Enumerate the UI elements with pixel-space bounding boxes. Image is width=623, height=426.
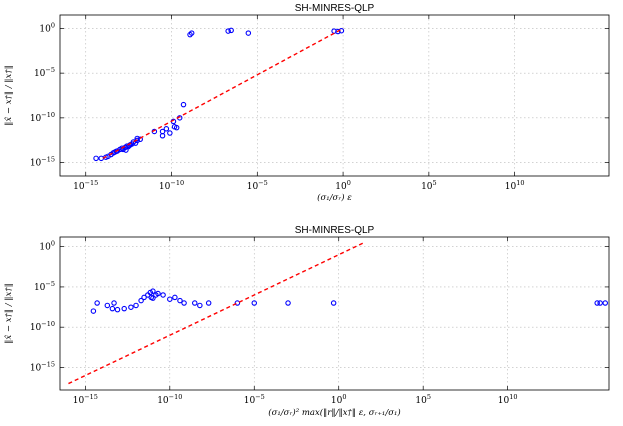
data-point [138, 297, 144, 304]
y-tick-label: 100 [39, 240, 55, 253]
reference-dashed-line [68, 242, 364, 385]
data-point [111, 300, 117, 306]
x-tick-label: 10−10 [157, 393, 182, 406]
data-point [251, 300, 258, 306]
x-tick-label: 105 [421, 179, 437, 192]
data-point [173, 124, 180, 131]
data-point [133, 302, 139, 309]
plot-area [68, 242, 609, 385]
plot-area [93, 27, 345, 162]
data-point [104, 302, 111, 309]
data-point [335, 28, 341, 35]
data-point [597, 300, 603, 306]
chart-panel-1: 10−15 10−10 10−5 100 105 1010 100 10−5 10−10 10−1… [3, 3, 610, 203]
y-axis-label: ‖x̂ − x†‖ / ‖x†‖ [3, 283, 14, 344]
y-tick-label: 10−15 [30, 360, 55, 373]
data-point [594, 300, 600, 306]
data-point [150, 288, 156, 294]
x-tick-label: 10−15 [73, 393, 98, 406]
data-point [150, 295, 156, 301]
x-tick-label: 100 [331, 393, 347, 406]
x-tick-label: 1010 [498, 393, 518, 406]
data-point [159, 128, 166, 135]
data-point [163, 126, 170, 132]
data-point [234, 300, 241, 306]
y-tick-label: 10−15 [30, 156, 55, 169]
data-point [114, 306, 121, 313]
chart-title: SH-MINRES-QLP [295, 3, 375, 14]
data-point [98, 155, 104, 162]
data-point [177, 297, 183, 304]
x-tick-label: 10−10 [159, 179, 184, 192]
data-point [181, 300, 187, 306]
x-tick-label: 100 [335, 179, 351, 192]
x-tick-label: 10−5 [247, 179, 268, 192]
data-point [160, 292, 166, 298]
chart-panel-2: 10−15 10−10 10−5 100 105 1010 100 10−5 10−10 10−1… [3, 225, 610, 418]
data-point [90, 308, 97, 314]
y-tick-label: 10−5 [34, 66, 55, 79]
data-point [128, 304, 134, 310]
data-point [153, 292, 159, 298]
data-point [109, 305, 116, 312]
data-point [245, 30, 252, 36]
x-tick-label: 105 [415, 393, 431, 406]
data-point [172, 294, 178, 301]
data-point [93, 155, 99, 162]
reference-dashed-line [102, 27, 344, 159]
x-tick-label: 10−5 [244, 393, 265, 406]
x-axis-label: (σ₁/σᵣ) ε [317, 192, 352, 203]
data-point [94, 300, 100, 306]
x-tick-label: 10−15 [73, 179, 98, 192]
x-tick-label: 1010 [505, 179, 525, 192]
data-point [228, 27, 234, 34]
data-point [197, 302, 203, 309]
data-point [141, 294, 147, 301]
data-point [134, 135, 140, 142]
y-tick-label: 10−10 [30, 320, 55, 333]
x-axis-label: (σ₁/σᵣ)² max(‖r‖/‖x†‖ ε, σᵣ₊₁/σ₁) [268, 407, 400, 418]
data-point [192, 300, 198, 306]
y-tick-label: 10−10 [30, 111, 55, 124]
data-point [137, 136, 143, 143]
data-point [121, 305, 127, 312]
data-point [188, 30, 195, 36]
data-point [167, 296, 173, 302]
y-tick-label: 100 [39, 21, 55, 34]
plot-frame [59, 14, 610, 177]
plot-frame [59, 236, 610, 391]
data-point [225, 28, 231, 34]
data-point [602, 300, 609, 306]
data-point [285, 300, 291, 306]
data-point [180, 101, 187, 108]
chart-title: SH-MINRES-QLP [295, 225, 375, 236]
y-tick-label: 10−5 [34, 280, 55, 293]
data-point [205, 300, 212, 306]
data-point [330, 300, 337, 306]
data-point [167, 130, 173, 136]
y-axis-label: ‖x̂ − x†‖ / ‖x†‖ [3, 65, 14, 126]
